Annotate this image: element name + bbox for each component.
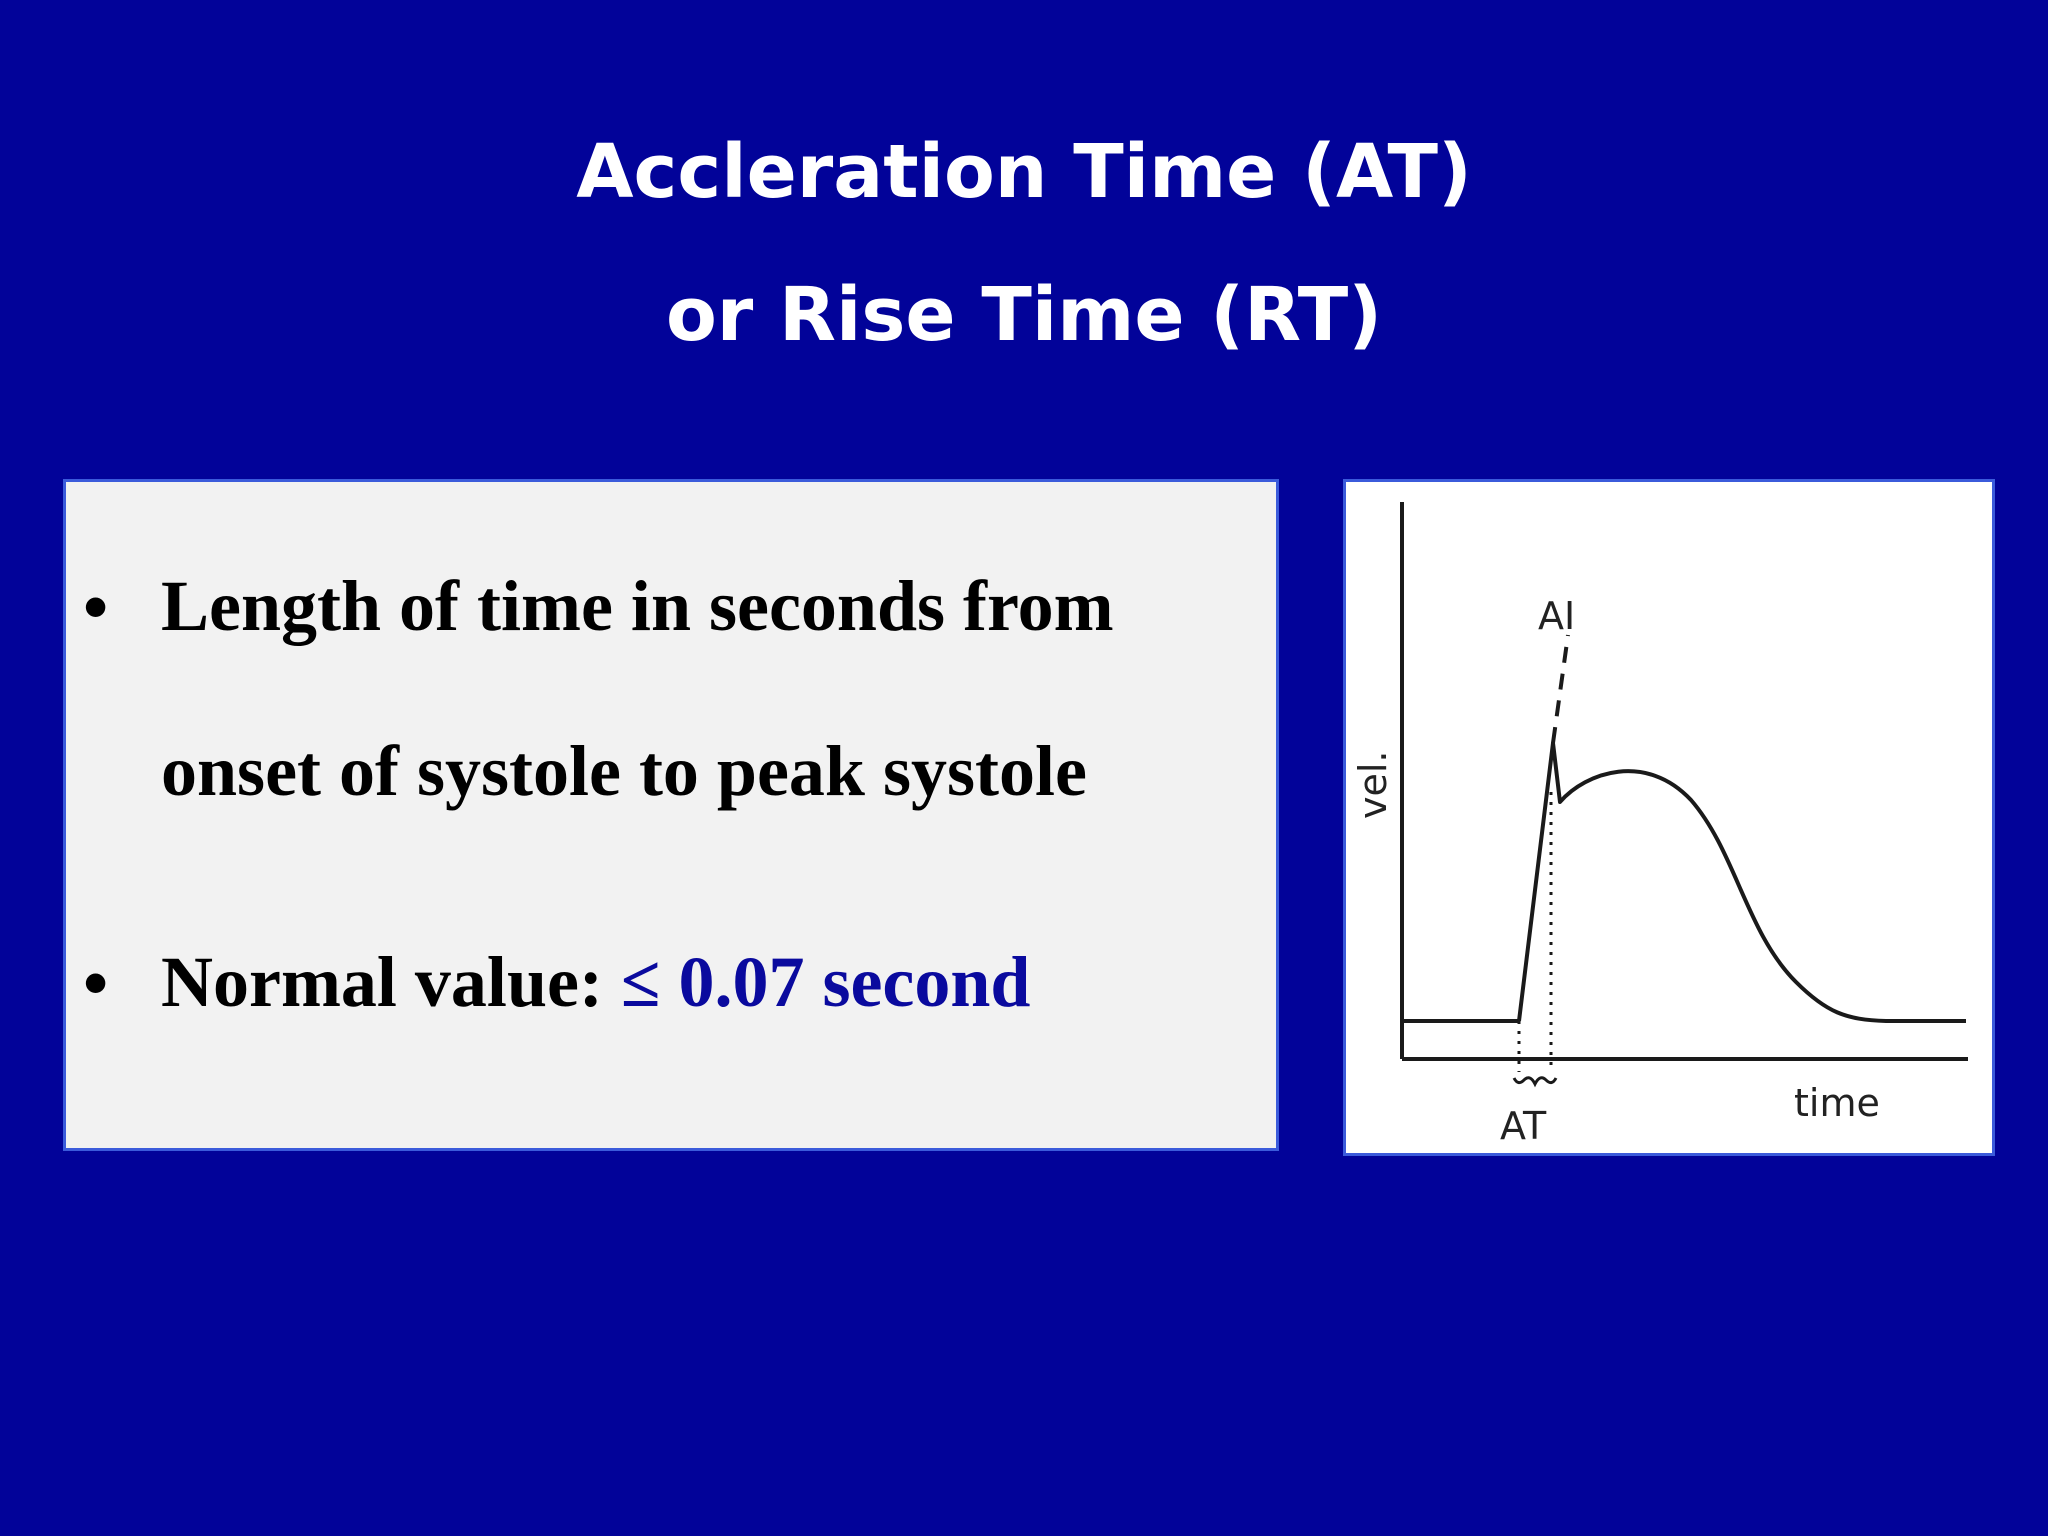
waveform-figure-panel: AI AT time vel. [1343, 479, 1995, 1156]
at-interval-brace [1512, 1076, 1558, 1088]
normal-value-number: ≤ 0.07 second [620, 942, 1031, 1022]
velocity-waveform [1517, 741, 1966, 1023]
bullet-normal-value-text: Normal value: ≤ 0.07 second [161, 900, 1261, 1065]
normal-value-label: Normal value: [161, 942, 621, 1022]
x-axis-label-time: time [1794, 1081, 1880, 1125]
doppler-waveform-diagram: AI AT time vel. [1351, 502, 1968, 1148]
acceleration-index-dashed-line [1551, 634, 1570, 744]
bullet-marker: • [83, 567, 109, 647]
slide-title-line-1: Accleration Time (AT) [576, 129, 1472, 215]
slide-title-line-2: or Rise Time (RT) [665, 272, 1383, 358]
bullet-definition-text: Length of time in seconds from onset of … [161, 566, 1114, 811]
y-axis-label-vel: vel. [1351, 750, 1395, 819]
peak-label-ai: AI [1538, 594, 1575, 638]
interval-label-at: AT [1500, 1104, 1547, 1148]
bullet-marker: • [83, 943, 109, 1023]
bullet-text-panel [63, 479, 1279, 1151]
